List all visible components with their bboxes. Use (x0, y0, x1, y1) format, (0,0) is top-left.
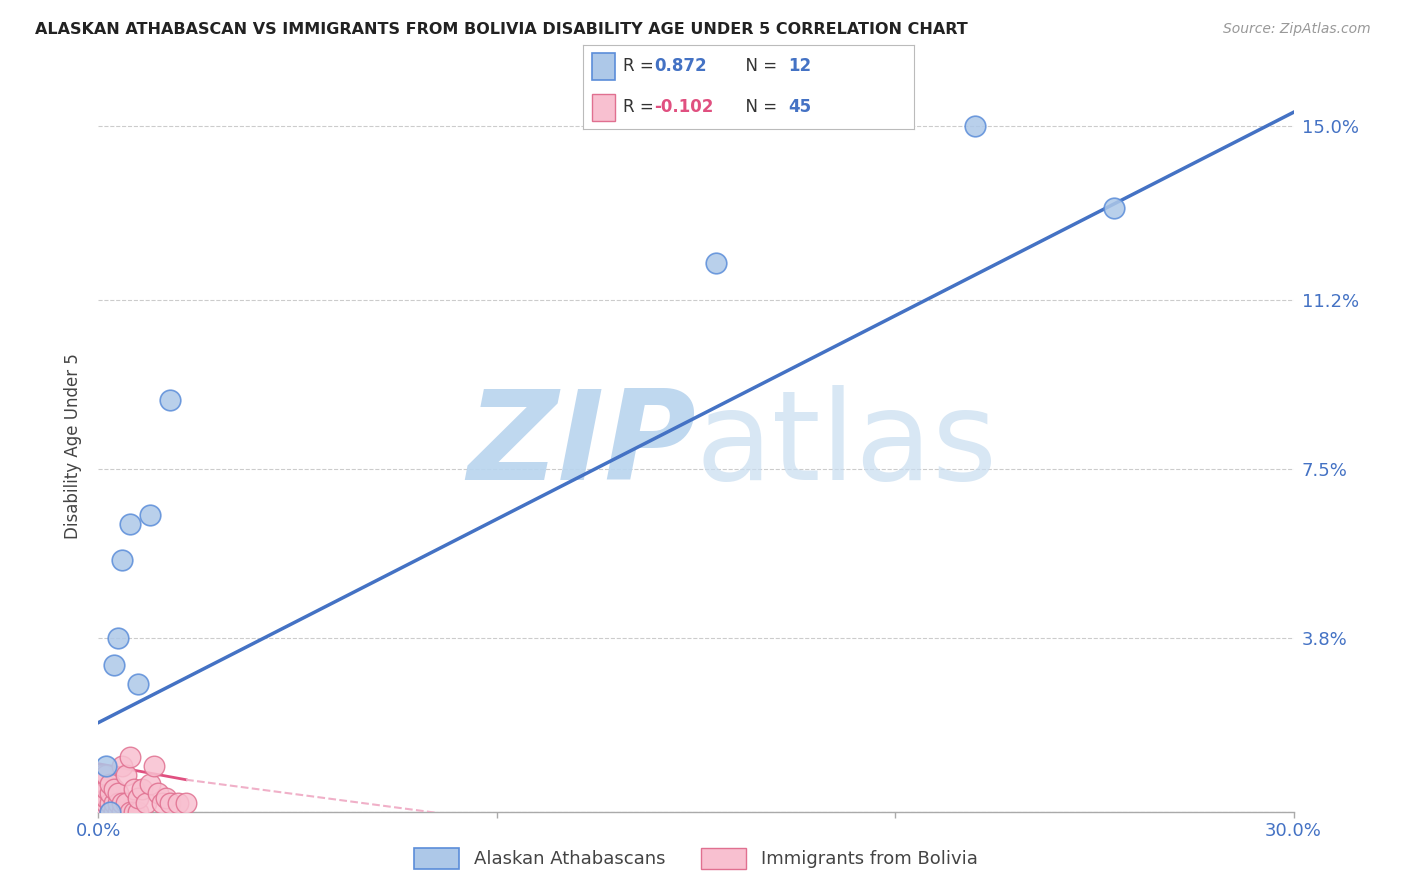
Bar (592, 54, 614, 80)
Point (96, 796, 118, 810)
Point (103, 781, 125, 796)
Point (96, 768, 118, 782)
Point (91, 805, 114, 819)
Point (115, 796, 138, 810)
Point (103, 796, 125, 810)
Point (107, 796, 129, 810)
Point (143, 759, 166, 773)
Point (100, 787, 122, 801)
Point (91, 805, 114, 819)
Point (111, 796, 134, 810)
Point (96, 791, 118, 805)
Y-axis label: Disability Age Under 5: Disability Age Under 5 (65, 353, 83, 539)
Point (111, 759, 134, 773)
Point (100, 805, 122, 819)
Text: R =: R = (623, 98, 659, 116)
Point (91, 796, 114, 810)
Point (100, 796, 122, 810)
Point (96, 781, 118, 796)
Point (103, 805, 125, 819)
Point (963, 119, 986, 133)
Point (91, 805, 114, 819)
Point (100, 805, 122, 819)
Point (150, 796, 173, 810)
Point (100, 777, 122, 791)
Text: atlas: atlas (696, 385, 998, 507)
Point (167, 796, 190, 810)
Text: ALASKAN ATHABASCAN VS IMMIGRANTS FROM BOLIVIA DISABILITY AGE UNDER 5 CORRELATION: ALASKAN ATHABASCAN VS IMMIGRANTS FROM BO… (35, 22, 967, 37)
Text: R =: R = (623, 57, 659, 75)
Text: 45: 45 (789, 98, 811, 116)
Text: Source: ZipAtlas.com: Source: ZipAtlas.com (1223, 22, 1371, 37)
Text: ZIP: ZIP (467, 385, 696, 507)
Point (91, 781, 114, 796)
Point (96, 805, 118, 819)
Point (127, 676, 149, 690)
Point (120, 516, 142, 531)
Point (127, 805, 149, 819)
Point (107, 631, 129, 645)
Point (124, 781, 146, 796)
Point (115, 768, 138, 782)
Point (174, 796, 197, 810)
Text: 0.872: 0.872 (655, 57, 707, 75)
Point (159, 393, 181, 408)
Point (100, 805, 122, 819)
Point (96, 805, 118, 819)
Point (120, 749, 142, 764)
Point (1102, 202, 1125, 216)
Point (131, 781, 153, 796)
Point (127, 791, 149, 805)
Point (704, 256, 727, 270)
Point (91, 768, 114, 782)
Point (111, 553, 134, 567)
Text: N =: N = (735, 98, 783, 116)
Point (107, 787, 129, 801)
Point (103, 658, 125, 673)
Point (148, 787, 170, 801)
Point (159, 796, 181, 810)
Bar (592, 94, 614, 120)
Point (91, 805, 114, 819)
Point (139, 777, 162, 791)
Text: 12: 12 (789, 57, 811, 75)
Legend: Alaskan Athabascans, Immigrants from Bolivia: Alaskan Athabascans, Immigrants from Bol… (406, 840, 986, 876)
Point (135, 796, 157, 810)
Point (124, 805, 146, 819)
Point (111, 805, 134, 819)
Text: N =: N = (735, 57, 783, 75)
Point (120, 805, 142, 819)
Point (96, 759, 118, 773)
Text: -0.102: -0.102 (655, 98, 714, 116)
Point (107, 805, 129, 819)
Point (155, 791, 177, 805)
Point (139, 508, 162, 522)
